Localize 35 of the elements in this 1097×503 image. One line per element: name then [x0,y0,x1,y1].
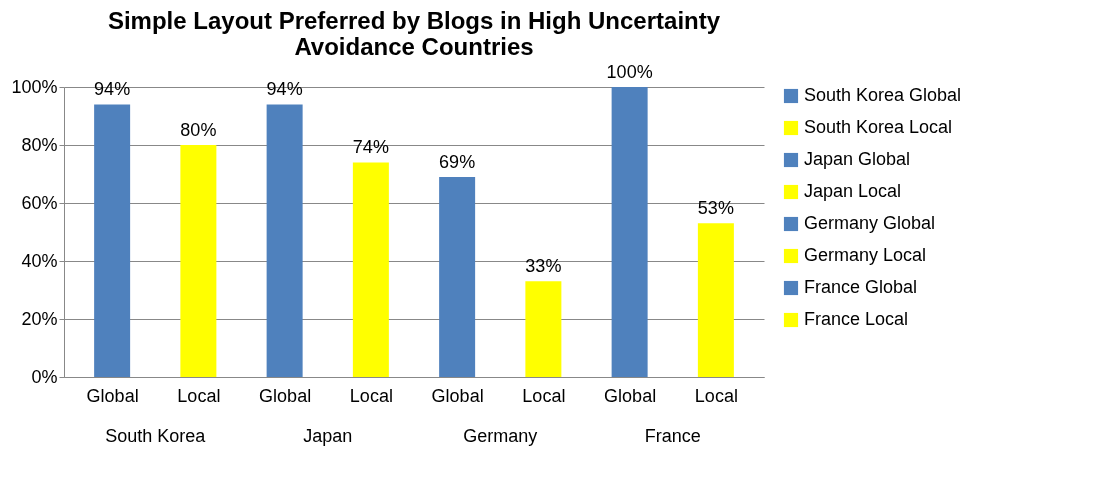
x-tick-label: Global [604,385,657,406]
text: South Korea [105,426,207,446]
data-label: 33% [525,256,562,277]
text: Japan [303,426,353,446]
legend-label: France Local [804,309,909,329]
legend-label: South Korea Local [804,117,953,137]
legend-label: France Global [804,277,918,297]
legend-label: Japan Global [804,149,911,169]
data-label: 74% [352,137,389,158]
y-tick-label: 0% [31,366,58,387]
y-tick-label: 20% [21,308,58,329]
data-label: 80% [180,120,217,140]
legend-label: South Korea Global [804,85,962,105]
y-tick-label: 80% [21,134,58,155]
legend-label: Germany Global [804,213,936,233]
x-tick-label: Local [694,385,738,406]
y-tick-label: 100% [11,76,58,97]
data-label: 94% [266,79,303,100]
data-label: 100% [606,62,653,82]
x-tick-label: Local [349,385,393,406]
chart-title: Simple Layout Preferred by Blogs in High Uncertainty Avoidance Countries [107,7,721,60]
x-tick-label: Local [177,385,221,406]
data-label: 53% [697,198,734,219]
text: France [644,426,701,446]
text: Germany [463,426,538,446]
data-label: 94% [94,79,131,100]
legend-label: Germany Local [804,245,927,265]
x-tick-label: Global [86,385,139,406]
x-tick-label: Local [522,385,566,406]
data-label: 69% [439,151,476,172]
x-tick-label: Global [259,385,312,406]
x-tick-label: Global [431,385,484,406]
y-tick-label: 40% [21,250,58,271]
y-tick-label: 60% [21,192,58,213]
legend-label: Japan Local [804,181,902,201]
